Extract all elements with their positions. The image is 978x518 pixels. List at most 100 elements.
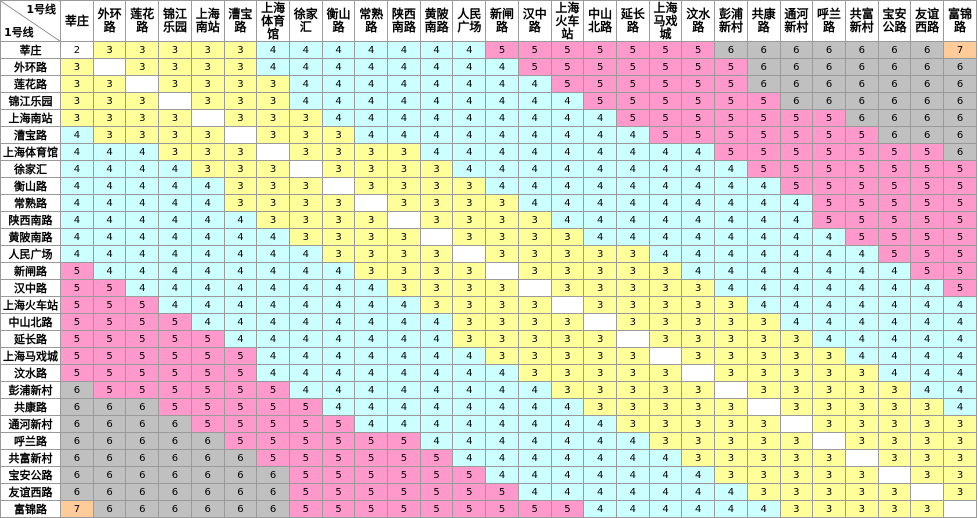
fare-cell [158,92,192,110]
fare-cell: 3 [615,398,650,416]
fare-cell: 6 [190,432,225,450]
fare-cell: 5 [92,381,127,399]
fare-cell: 3 [517,347,552,365]
fare-cell: 4 [844,296,879,314]
fare-cell: 4 [550,466,585,484]
fare-cell: 5 [812,211,846,229]
fare-cell: 3 [550,262,585,280]
fare-cell: 3 [779,483,814,501]
fare-cell: 6 [223,449,258,467]
fare-cell: 4 [321,398,356,416]
fare-cell: 3 [812,398,846,416]
column-header: 陕西 南路 [387,0,421,42]
fare-cell: 4 [550,194,585,212]
fare-cell: 5 [190,415,225,433]
fare-cell: 4 [877,262,912,280]
fare-cell: 4 [681,160,716,178]
fare-cell: 3 [288,228,323,246]
fare-cell: 3 [648,262,683,280]
table-row: 上海火车站 5 5 5 4 4 4 4 4 4 4 4 3 3 3 3 3 3 3 3 3 4 4 4 4 4 4 4 [0,296,977,314]
fare-cell: 3 [223,177,258,195]
fare-cell [354,194,389,212]
fare-cell: 5 [615,109,650,127]
fare-cell: 3 [812,500,846,518]
fare-cell: 3 [746,347,781,365]
fare-cell: 3 [321,211,356,229]
row-header: 共康路 [0,398,62,416]
fare-cell: 4 [387,398,421,416]
fare-cell: 3 [877,381,912,399]
fare-cell: 4 [223,330,258,348]
fare-cell: 4 [321,313,356,331]
fare-cell: 4 [746,194,781,212]
fare-cell: 4 [844,330,879,348]
corner-bottom-label: 1号线 [4,26,34,39]
fare-cell: 5 [190,398,225,416]
fare-cell: 3 [190,75,225,93]
fare-cell: 3 [256,177,290,195]
fare-cell: 4 [943,330,977,348]
fare-cell: 4 [550,398,585,416]
fare-cell: 4 [517,466,552,484]
fare-cell: 4 [419,364,454,382]
fare-cell: 4 [648,245,683,263]
fare-cell: 3 [354,143,389,161]
fare-cell: 4 [125,160,160,178]
row-header: 陕西南路 [0,211,62,229]
fare-cell: 5 [452,466,487,484]
column-header: 徐家 汇 [288,0,323,42]
fare-cell: 4 [387,347,421,365]
fare-cell: 5 [844,194,879,212]
fare-cell: 4 [60,228,94,246]
fare-cell: 4 [60,245,94,263]
fare-cell: 4 [288,245,323,263]
fare-cell: 6 [60,415,94,433]
fare-cell: 4 [844,347,879,365]
fare-cell: 3 [485,313,519,331]
fare-cell: 3 [812,381,846,399]
fare-cell: 4 [681,500,716,518]
fare-cell: 4 [60,177,94,195]
fare-cell: 4 [615,194,650,212]
fare-cell: 5 [354,466,389,484]
fare-cell: 5 [910,160,945,178]
fare-cell: 6 [223,483,258,501]
fare-cell: 6 [943,92,977,110]
fare-cell: 4 [583,160,617,178]
fare-cell: 3 [648,432,683,450]
fare-cell [223,126,258,144]
fare-cell: 4 [550,211,585,229]
column-header: 共富 新村 [844,0,879,42]
row-header: 上海马戏城 [0,347,62,365]
column-header: 富锦 路 [943,0,977,42]
fare-cell: 4 [844,279,879,297]
fare-cell: 5 [910,245,945,263]
fare-cell: 3 [387,262,421,280]
fare-cell: 6 [910,109,945,127]
row-header: 莲花路 [0,75,62,93]
fare-cell: 4 [550,415,585,433]
fare-cell: 5 [452,483,487,501]
fare-cell: 3 [943,415,977,433]
fare-cell: 6 [125,449,160,467]
fare-cell: 4 [354,109,389,127]
fare-cell: 4 [419,330,454,348]
fare-cell: 3 [419,160,454,178]
fare-cell: 4 [92,262,127,280]
fare-cell: 3 [419,262,454,280]
fare-cell: 3 [223,75,258,93]
fare-cell: 5 [190,330,225,348]
row-header: 上海南站 [0,109,62,127]
fare-cell: 4 [321,75,356,93]
column-header: 新闸 路 [485,0,519,42]
fare-cell: 4 [60,126,94,144]
fare-cell: 4 [714,228,748,246]
fare-cell: 3 [910,449,945,467]
fare-cell: 5 [321,415,356,433]
fare-cell [812,432,846,450]
fare-cell: 5 [288,449,323,467]
fare-cell: 4 [550,143,585,161]
fare-cell: 3 [190,126,225,144]
fare-cell: 5 [943,194,977,212]
fare-cell: 4 [648,500,683,518]
